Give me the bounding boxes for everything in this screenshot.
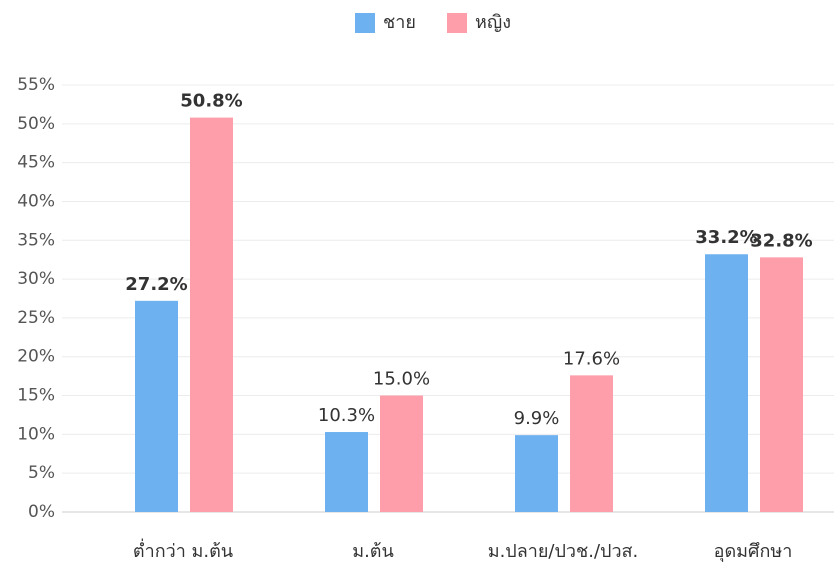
- y-tick-label: 25%: [17, 308, 55, 328]
- value-label: 27.2%: [125, 274, 187, 295]
- value-label: 10.3%: [318, 405, 375, 426]
- legend-swatch: [447, 13, 467, 33]
- legend-label: หญิง: [475, 12, 511, 33]
- legend-label: ชาย: [383, 12, 416, 33]
- value-label: 32.8%: [750, 230, 812, 251]
- x-tick-label: อุดมศึกษา: [714, 541, 793, 562]
- y-tick-label: 40%: [17, 191, 55, 211]
- value-label: 15.0%: [373, 369, 430, 390]
- y-tick-label: 10%: [17, 424, 55, 444]
- y-tick-label: 45%: [17, 153, 55, 173]
- y-tick-label: 20%: [17, 347, 55, 367]
- x-tick-label: ม.ต้น: [352, 541, 394, 562]
- value-label: 9.9%: [514, 408, 560, 429]
- y-tick-label: 35%: [17, 230, 55, 250]
- bar: [325, 432, 368, 512]
- y-tick-label: 15%: [17, 386, 55, 406]
- bar: [705, 254, 748, 513]
- bar: [515, 435, 558, 512]
- y-tick-label: 30%: [17, 269, 55, 289]
- x-tick-label: ม.ปลาย/ปวช./ปวส.: [488, 541, 639, 562]
- bar: [380, 395, 423, 512]
- bar: [570, 375, 613, 512]
- y-tick-label: 5%: [28, 463, 55, 483]
- x-tick-label: ต่ำกว่า ม.ต้น: [133, 538, 233, 562]
- y-tick-label: 50%: [17, 114, 55, 134]
- legend-swatch: [355, 13, 375, 33]
- bar: [135, 300, 178, 512]
- value-label: 50.8%: [180, 91, 242, 112]
- y-tick-label: 0%: [28, 502, 55, 522]
- y-tick-label: 55%: [17, 75, 55, 95]
- bar: [190, 117, 233, 512]
- value-label: 33.2%: [695, 227, 757, 248]
- bar: [760, 257, 803, 512]
- value-label: 17.6%: [563, 348, 620, 369]
